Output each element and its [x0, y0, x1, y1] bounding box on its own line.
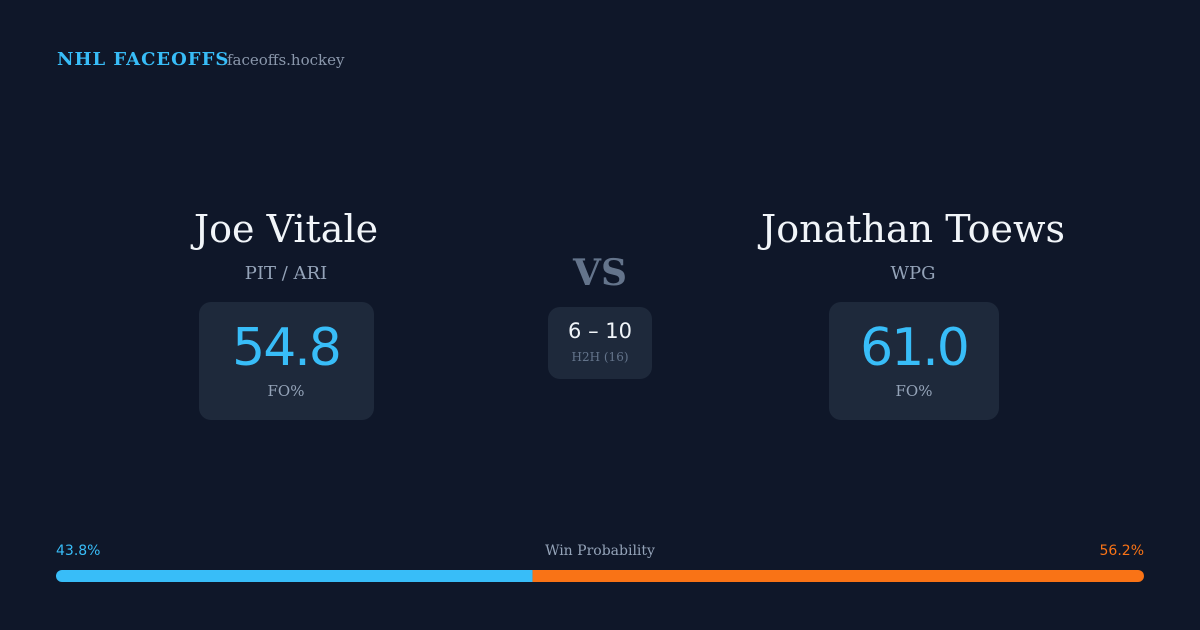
fo-label: FO% — [267, 382, 305, 400]
player-name: Joe Vitale — [193, 207, 379, 251]
stat-box: 54.8 FO% — [199, 302, 374, 420]
h2h-score: 6 – 10 — [568, 319, 632, 343]
brand: NHL FACEOFFS — [57, 49, 230, 70]
win-prob-segment — [532, 570, 1144, 582]
fo-pct: 54.8 — [232, 318, 342, 378]
h2h-label: H2H (16) — [571, 350, 629, 364]
win-prob-title: Win Probability — [545, 543, 655, 559]
vs: VS — [573, 252, 627, 294]
site: faceoffs.hockey — [227, 51, 345, 69]
stat-box: 61.0 FO% — [829, 302, 999, 420]
win-prob-left: 43.8% — [56, 543, 101, 559]
win-prob-right: 56.2% — [1099, 543, 1144, 559]
win-prob-bar — [56, 570, 1144, 582]
fo-pct: 61.0 — [860, 318, 970, 378]
fo-label: FO% — [895, 382, 933, 400]
player-team: WPG — [890, 263, 936, 284]
player-team: PIT / ARI — [244, 263, 328, 284]
win-prob-segment — [56, 570, 533, 582]
player-name: Jonathan Toews — [761, 207, 1065, 251]
h2h-box: 6 – 10 H2H (16) — [548, 307, 652, 379]
